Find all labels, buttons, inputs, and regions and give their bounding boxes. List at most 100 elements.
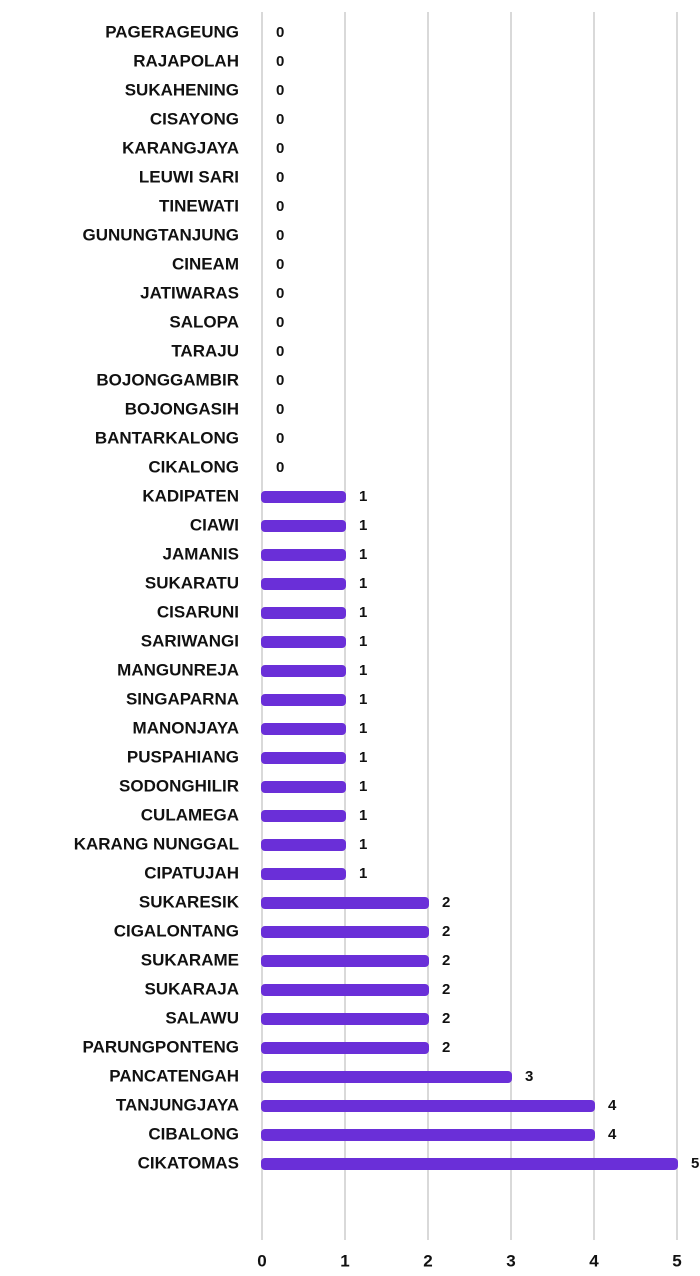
value-label: 0 (276, 227, 284, 244)
y-tick-label: KARANG NUNGGAL (74, 834, 239, 853)
value-label: 1 (359, 720, 367, 737)
value-label: 0 (276, 169, 284, 186)
y-tick-label: MANGUNREJA (117, 660, 239, 679)
value-label: 2 (442, 952, 450, 969)
y-tick-label: SUKARATU (145, 573, 239, 592)
bar (261, 752, 346, 764)
y-tick-label: SALAWU (165, 1008, 239, 1027)
y-tick-label: JATIWARAS (140, 283, 239, 302)
value-label: 0 (276, 198, 284, 215)
y-tick-label: SUKARAME (141, 950, 239, 969)
y-tick-label: CIGALONTANG (114, 921, 239, 940)
value-label: 1 (359, 662, 367, 679)
value-label: 0 (276, 82, 284, 99)
value-label: 0 (276, 24, 284, 41)
y-tick-label: MANONJAYA (133, 718, 239, 737)
value-label: 0 (276, 314, 284, 331)
y-tick-label: SODONGHILIR (119, 776, 239, 795)
value-label: 0 (276, 256, 284, 273)
y-tick-label: CINEAM (172, 254, 239, 273)
y-tick-label: GUNUNGTANJUNG (83, 225, 239, 244)
y-tick-label: CISAYONG (150, 109, 239, 128)
bar (261, 549, 346, 561)
value-label: 1 (359, 778, 367, 795)
y-tick-label: KADIPATEN (142, 486, 239, 505)
bar (261, 694, 346, 706)
x-tick-label: 2 (423, 1251, 432, 1270)
y-tick-label: SINGAPARNA (126, 689, 239, 708)
value-label: 0 (276, 111, 284, 128)
y-tick-label: SUKARESIK (139, 892, 240, 911)
bar (261, 839, 346, 851)
value-label: 0 (276, 53, 284, 70)
value-label: 0 (276, 430, 284, 447)
value-label: 2 (442, 981, 450, 998)
y-tick-label: PUSPAHIANG (127, 747, 239, 766)
value-label: 1 (359, 604, 367, 621)
y-tick-label: SARIWANGI (141, 631, 239, 650)
bar (261, 868, 346, 880)
y-tick-label: SALOPA (169, 312, 239, 331)
value-label: 4 (608, 1097, 617, 1114)
x-tick-label: 5 (672, 1251, 681, 1270)
bar (261, 578, 346, 590)
value-label: 5 (691, 1155, 699, 1172)
value-label: 1 (359, 488, 367, 505)
value-label: 1 (359, 865, 367, 882)
bar (261, 723, 346, 735)
bar (261, 1013, 429, 1025)
x-tick-label: 3 (506, 1251, 515, 1270)
value-label: 0 (276, 285, 284, 302)
y-tick-label: BANTARKALONG (95, 428, 239, 447)
bar (261, 1129, 595, 1141)
bar (261, 897, 429, 909)
y-tick-label: RAJAPOLAH (133, 51, 239, 70)
value-label: 1 (359, 691, 367, 708)
bar (261, 636, 346, 648)
value-label: 0 (276, 401, 284, 418)
value-label: 0 (276, 343, 284, 360)
y-tick-label: PANCATENGAH (109, 1066, 239, 1085)
y-tick-label: CIAWI (190, 515, 239, 534)
y-tick-label: JAMANIS (162, 544, 239, 563)
value-label: 1 (359, 575, 367, 592)
value-label: 2 (442, 1010, 450, 1027)
value-label: 1 (359, 749, 367, 766)
value-label: 1 (359, 633, 367, 650)
bar (261, 1042, 429, 1054)
bar (261, 520, 346, 532)
y-tick-label: CIPATUJAH (144, 863, 239, 882)
value-label: 4 (608, 1126, 617, 1143)
value-label: 2 (442, 894, 450, 911)
bar (261, 926, 429, 938)
bar (261, 810, 346, 822)
y-tick-label: CIKATOMAS (138, 1153, 239, 1172)
bar (261, 955, 429, 967)
y-tick-label: CIKALONG (148, 457, 239, 476)
y-tick-label: TARAJU (171, 341, 239, 360)
value-label: 1 (359, 546, 367, 563)
y-tick-label: CIBALONG (148, 1124, 239, 1143)
value-label: 2 (442, 923, 450, 940)
bar (261, 665, 346, 677)
y-tick-label: CULAMEGA (141, 805, 239, 824)
bar (261, 1100, 595, 1112)
value-label: 0 (276, 459, 284, 476)
value-label: 1 (359, 807, 367, 824)
y-tick-label: SUKARAJA (145, 979, 239, 998)
y-tick-label: BOJONGASIH (125, 399, 239, 418)
x-tick-label: 1 (340, 1251, 349, 1270)
y-tick-label: PAGERAGEUNG (105, 22, 239, 41)
y-tick-label: LEUWI SARI (139, 167, 239, 186)
y-tick-label: CISARUNI (157, 602, 239, 621)
x-tick-label: 4 (589, 1251, 599, 1270)
bar (261, 984, 429, 996)
y-tick-label: SUKAHENING (125, 80, 239, 99)
y-tick-label: TINEWATI (159, 196, 239, 215)
value-label: 0 (276, 140, 284, 157)
value-label: 1 (359, 517, 367, 534)
x-tick-label: 0 (257, 1251, 266, 1270)
y-tick-label: KARANGJAYA (122, 138, 239, 157)
value-label: 1 (359, 836, 367, 853)
